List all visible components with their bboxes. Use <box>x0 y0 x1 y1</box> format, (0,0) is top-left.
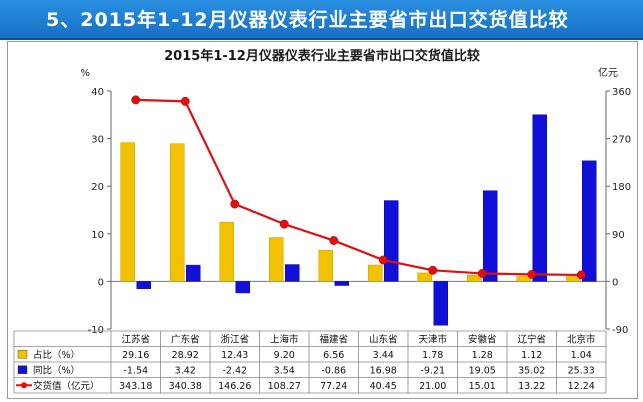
export-value-point <box>279 219 289 229</box>
table-value: 146.26 <box>218 381 251 392</box>
share-bar <box>219 221 234 282</box>
table-value: 108.27 <box>268 381 301 392</box>
table-value: 3.44 <box>373 350 394 361</box>
right-tick-label: -90 <box>612 325 628 336</box>
table-value: 35.02 <box>518 365 545 376</box>
table-value: 29.16 <box>122 350 149 361</box>
table-value: 40.45 <box>370 381 397 392</box>
share-bar <box>318 249 333 282</box>
category-label: 安徽省 <box>468 334 497 346</box>
left-tick-label: 0 <box>98 277 104 288</box>
yoy-bar <box>532 114 547 282</box>
yoy-bar <box>384 200 399 282</box>
table-value: -0.86 <box>321 365 346 376</box>
table-value: 3.42 <box>175 365 196 376</box>
legend-line-marker <box>21 382 27 389</box>
export-value-point <box>428 265 438 275</box>
table-value: 12.24 <box>568 381 595 392</box>
yoy-bar <box>483 190 498 282</box>
legend-series-name: 交货值（亿元） <box>33 380 100 392</box>
left-tick-label: 30 <box>91 135 104 146</box>
legend-yoy-swatch <box>17 365 28 374</box>
export-value-point <box>180 96 190 106</box>
table-value: 1.78 <box>422 350 443 361</box>
legend-series-name: 同比（%） <box>33 364 80 376</box>
category-label: 广东省 <box>171 334 200 346</box>
table-value: -2.42 <box>222 365 247 376</box>
share-bar <box>269 237 284 282</box>
category-label: 天津市 <box>418 334 447 346</box>
category-label: 辽宁省 <box>517 334 546 346</box>
section-title: 5、2015年1-12月仪器仪表行业主要省市出口交货值比较 <box>46 9 569 31</box>
table-value: -1.54 <box>123 365 148 376</box>
category-label: 上海市 <box>270 334 299 346</box>
export-value-point <box>378 255 388 265</box>
right-tick-label: 360 <box>612 87 631 98</box>
table-value: 28.92 <box>172 350 199 361</box>
chart-panel: 2015年1-12月仪器仪表行业主要省市出口交货值比较 % 亿元 -10 0 10 2… <box>7 41 638 399</box>
export-value-point <box>527 269 537 279</box>
category-label: 江苏省 <box>121 334 150 346</box>
left-tick-label: -10 <box>88 325 104 336</box>
table-value: -9.21 <box>420 365 445 376</box>
table-value: 21.00 <box>419 381 446 392</box>
yoy-bar <box>186 264 201 282</box>
chart-title: 2015年1-12月仪器仪表行业主要省市出口交货值比较 <box>164 48 480 64</box>
yoy-bar <box>334 281 349 286</box>
table-value: 1.12 <box>521 350 542 361</box>
right-tick-label: 180 <box>612 182 631 193</box>
table-value: 9.20 <box>274 350 295 361</box>
left-tick-label: 20 <box>91 182 104 193</box>
table-value: 19.05 <box>469 365 496 376</box>
category-label: 山东省 <box>369 334 398 346</box>
category-label: 福建省 <box>319 334 348 346</box>
category-label: 北京市 <box>567 334 596 346</box>
export-value-line <box>135 98 582 277</box>
table-value: 13.22 <box>518 381 545 392</box>
left-axis-unit: % <box>80 68 90 79</box>
share-bar <box>467 275 482 282</box>
table-value: 343.18 <box>119 381 152 392</box>
yoy-bar <box>285 264 300 282</box>
left-tick-label: 40 <box>91 87 104 98</box>
table-value: 340.38 <box>169 381 202 392</box>
share-bar <box>170 143 185 282</box>
left-tick-label: 10 <box>91 230 104 241</box>
export-value-point <box>329 236 339 245</box>
yoy-bar <box>582 160 597 282</box>
table-value: 6.56 <box>323 350 344 361</box>
right-axis-unit: 亿元 <box>598 66 618 79</box>
share-bar <box>120 142 135 282</box>
export-value-point <box>131 95 141 105</box>
export-value-point <box>477 269 487 278</box>
table-value: 1.04 <box>571 350 592 361</box>
yoy-bar <box>136 281 151 289</box>
share-bar <box>368 264 383 282</box>
yoy-bar <box>433 281 448 326</box>
right-tick-label: 90 <box>612 230 625 241</box>
share-bar <box>417 272 432 282</box>
table-value: 15.01 <box>469 381 496 392</box>
section-banner: 5、2015年1-12月仪器仪表行业主要省市出口交货值比较 <box>0 0 643 40</box>
table-value: 16.98 <box>370 365 397 376</box>
right-tick-label: 270 <box>612 135 631 146</box>
category-label: 浙江省 <box>220 334 249 346</box>
yoy-bar <box>235 281 250 294</box>
export-value-point <box>230 199 240 209</box>
legend-series-name: 占比（%） <box>33 349 80 361</box>
legend-share-swatch <box>17 350 28 359</box>
table-value: 77.24 <box>320 381 347 392</box>
table-value: 25.33 <box>568 365 595 376</box>
table-value: 3.54 <box>274 365 295 376</box>
export-value-chart: 2015年1-12月仪器仪表行业主要省市出口交货值比较 % 亿元 -10 0 10 2… <box>13 48 631 394</box>
right-tick-label: 0 <box>612 277 618 288</box>
table-value: 1.28 <box>472 350 493 361</box>
table-value: 12.43 <box>221 350 248 361</box>
export-value-point <box>576 270 586 280</box>
